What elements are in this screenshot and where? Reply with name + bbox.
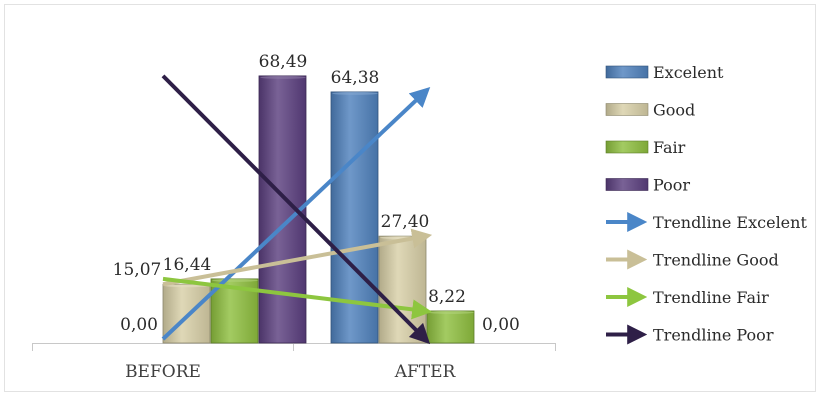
legend-swatch-poor — [605, 178, 649, 191]
legend-label-trendline-good: Trendline Good — [653, 251, 779, 270]
legend-item-trendline-poor: Trendline Poor — [606, 324, 774, 345]
trendline-good — [162, 228, 433, 287]
legend-swatch-excelent — [605, 65, 649, 79]
axis-layer: BEFORE AFTER — [32, 343, 556, 382]
legend-label-trendline-poor: Trendline Poor — [653, 326, 774, 345]
legend-label-fair: Fair — [653, 138, 686, 157]
bar-highlight — [332, 91, 378, 95]
legend-item-fair: Fair — [605, 138, 686, 157]
data-label-poor-after: 0,00 — [482, 315, 520, 335]
bar-highlight — [428, 310, 474, 314]
trendline-excelent — [161, 86, 431, 341]
trendline-layer — [161, 74, 433, 345]
data-label-good-after: 27,40 — [381, 212, 430, 232]
legend-item-trendline-fair: Trendline Fair — [606, 287, 769, 307]
legend-label-poor: Poor — [653, 176, 690, 195]
legend-swatch-good — [605, 103, 649, 116]
legend-item-excelent: Excelent — [605, 63, 724, 82]
legend: Excelent Good Fair Poor Trendline Excelent Tr… — [605, 63, 807, 345]
bar-good-after — [378, 235, 427, 344]
x-tick-label-before: BEFORE — [125, 362, 201, 382]
data-label-good-before: 15,07 — [113, 260, 162, 280]
x-tick-label-after: AFTER — [394, 362, 457, 382]
legend-item-trendline-good: Trendline Good — [606, 249, 779, 270]
legend-label-trendline-fair: Trendline Fair — [653, 288, 769, 307]
legend-label-trendline-excelent: Trendline Excelent — [653, 213, 807, 232]
data-label-excelent-before: 0,00 — [120, 315, 158, 335]
legend-item-poor: Poor — [605, 176, 690, 195]
chart-frame — [4, 4, 816, 392]
trendline-poor — [161, 74, 431, 345]
data-label-excelent-after: 64,38 — [331, 68, 380, 88]
bar-highlight — [212, 278, 258, 282]
legend-label-good: Good — [653, 101, 695, 120]
data-label-layer: 0,00 64,38 15,07 27,40 16,44 8,22 68,49 0,00 — [113, 52, 520, 335]
data-label-fair-after: 8,22 — [428, 287, 466, 307]
legend-item-good: Good — [605, 101, 695, 120]
bar-highlight — [260, 75, 306, 79]
legend-item-trendline-excelent: Trendline Excelent — [606, 212, 807, 232]
legend-swatch-fair — [605, 140, 649, 154]
data-label-poor-before: 68,49 — [259, 52, 308, 72]
bar-fair-after — [426, 310, 475, 344]
data-label-fair-before: 16,44 — [163, 255, 212, 275]
legend-label-excelent: Excelent — [653, 63, 724, 82]
trendline-fair — [162, 276, 433, 320]
